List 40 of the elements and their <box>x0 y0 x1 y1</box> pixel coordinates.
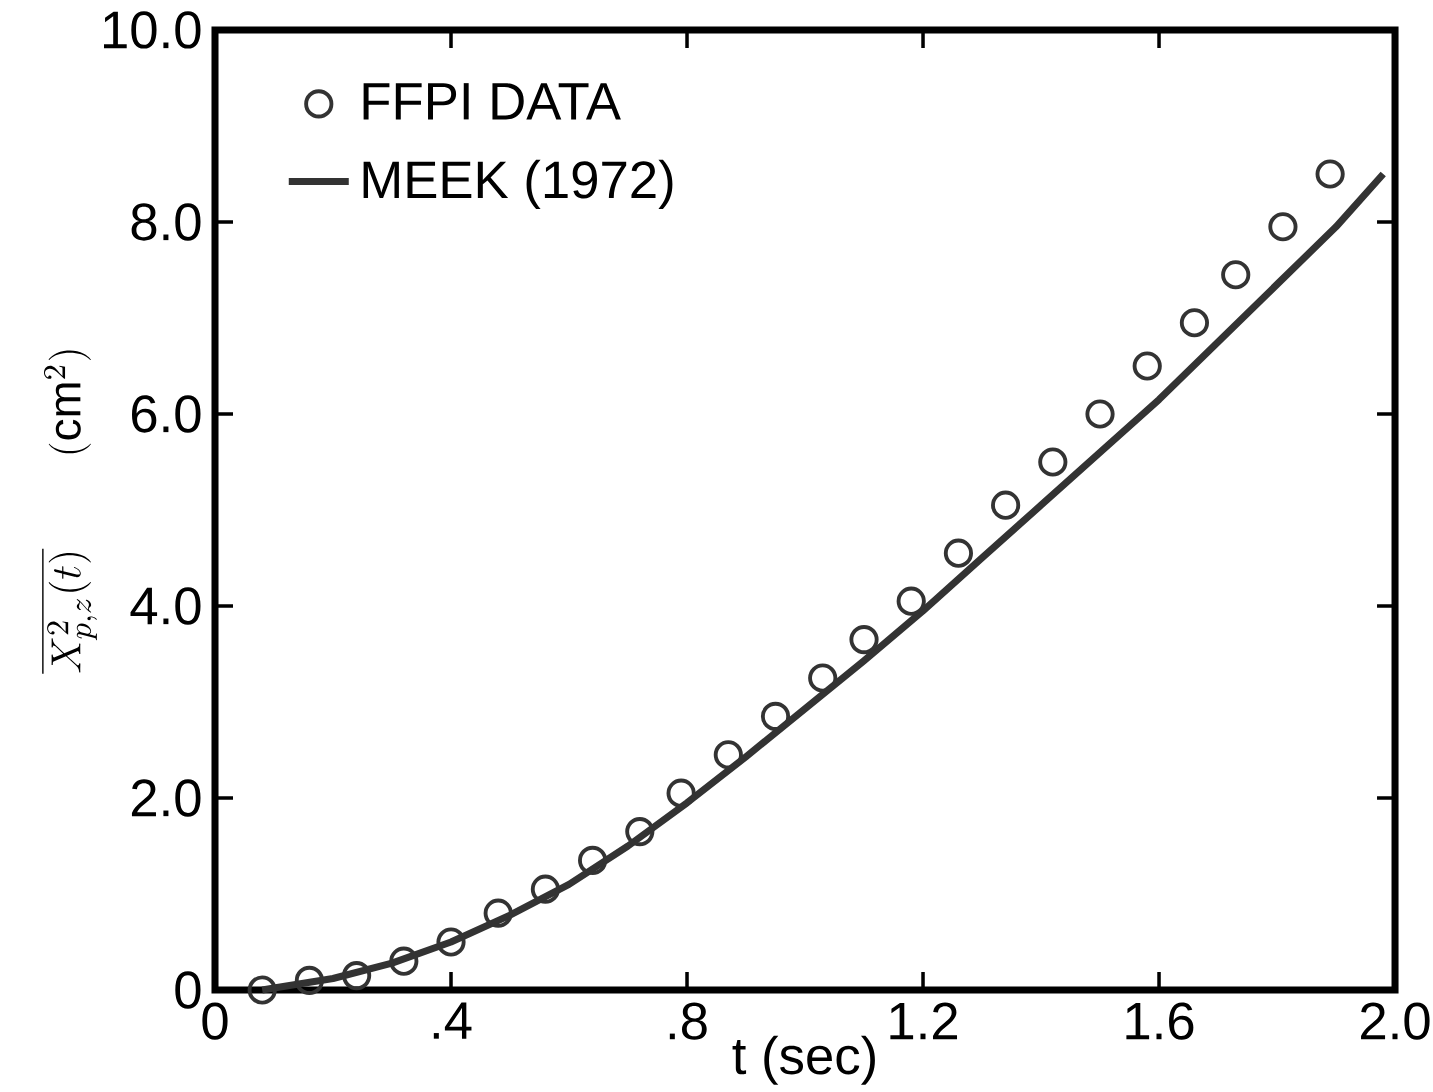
point <box>896 586 926 616</box>
point <box>342 961 372 991</box>
y-tick-label: 6.0 <box>132 395 201 433</box>
x-tick-label: 1.6 <box>1126 1002 1194 1040</box>
point <box>760 701 791 731</box>
point <box>1315 159 1345 189</box>
y-tick-label: 8.0 <box>131 203 201 241</box>
y-tick-label: 2.0 <box>131 779 201 817</box>
point <box>666 778 696 808</box>
point <box>713 740 743 770</box>
y-axis-title: $\overline{X^{2}_{p,z}(t)}\qquad(\mathrm{cm}^{2})$ <box>42 350 97 674</box>
point <box>849 625 879 655</box>
point <box>625 817 655 847</box>
point <box>530 874 560 904</box>
y-tick-label: 0 <box>175 971 201 1009</box>
x-tick-label: 0 <box>202 1002 228 1040</box>
point <box>1085 399 1115 429</box>
point <box>436 927 466 957</box>
legend-label: FFPI DATA <box>363 83 621 120</box>
point <box>483 898 513 928</box>
point <box>1132 351 1162 381</box>
x-tick-label: 2.0 <box>1361 1002 1430 1040</box>
point <box>1179 308 1210 338</box>
point <box>294 965 324 995</box>
point <box>389 946 419 976</box>
x-tick-label: 1.2 <box>890 1002 958 1040</box>
point <box>1038 447 1068 477</box>
point <box>1221 260 1251 290</box>
x-axis-title: t (sec) <box>732 1035 875 1085</box>
point <box>247 975 277 1005</box>
point <box>1268 212 1298 242</box>
y-tick-label: 10.0 <box>104 11 201 49</box>
y-tick-label: 4.0 <box>130 587 201 625</box>
point <box>808 663 838 693</box>
point <box>578 845 608 875</box>
point <box>991 490 1021 520</box>
x-tick-label: .4 <box>433 1002 472 1039</box>
x-tick-label: .8 <box>669 1002 707 1040</box>
legend-label: MEEK (1972) <box>363 159 673 209</box>
point <box>943 538 974 568</box>
